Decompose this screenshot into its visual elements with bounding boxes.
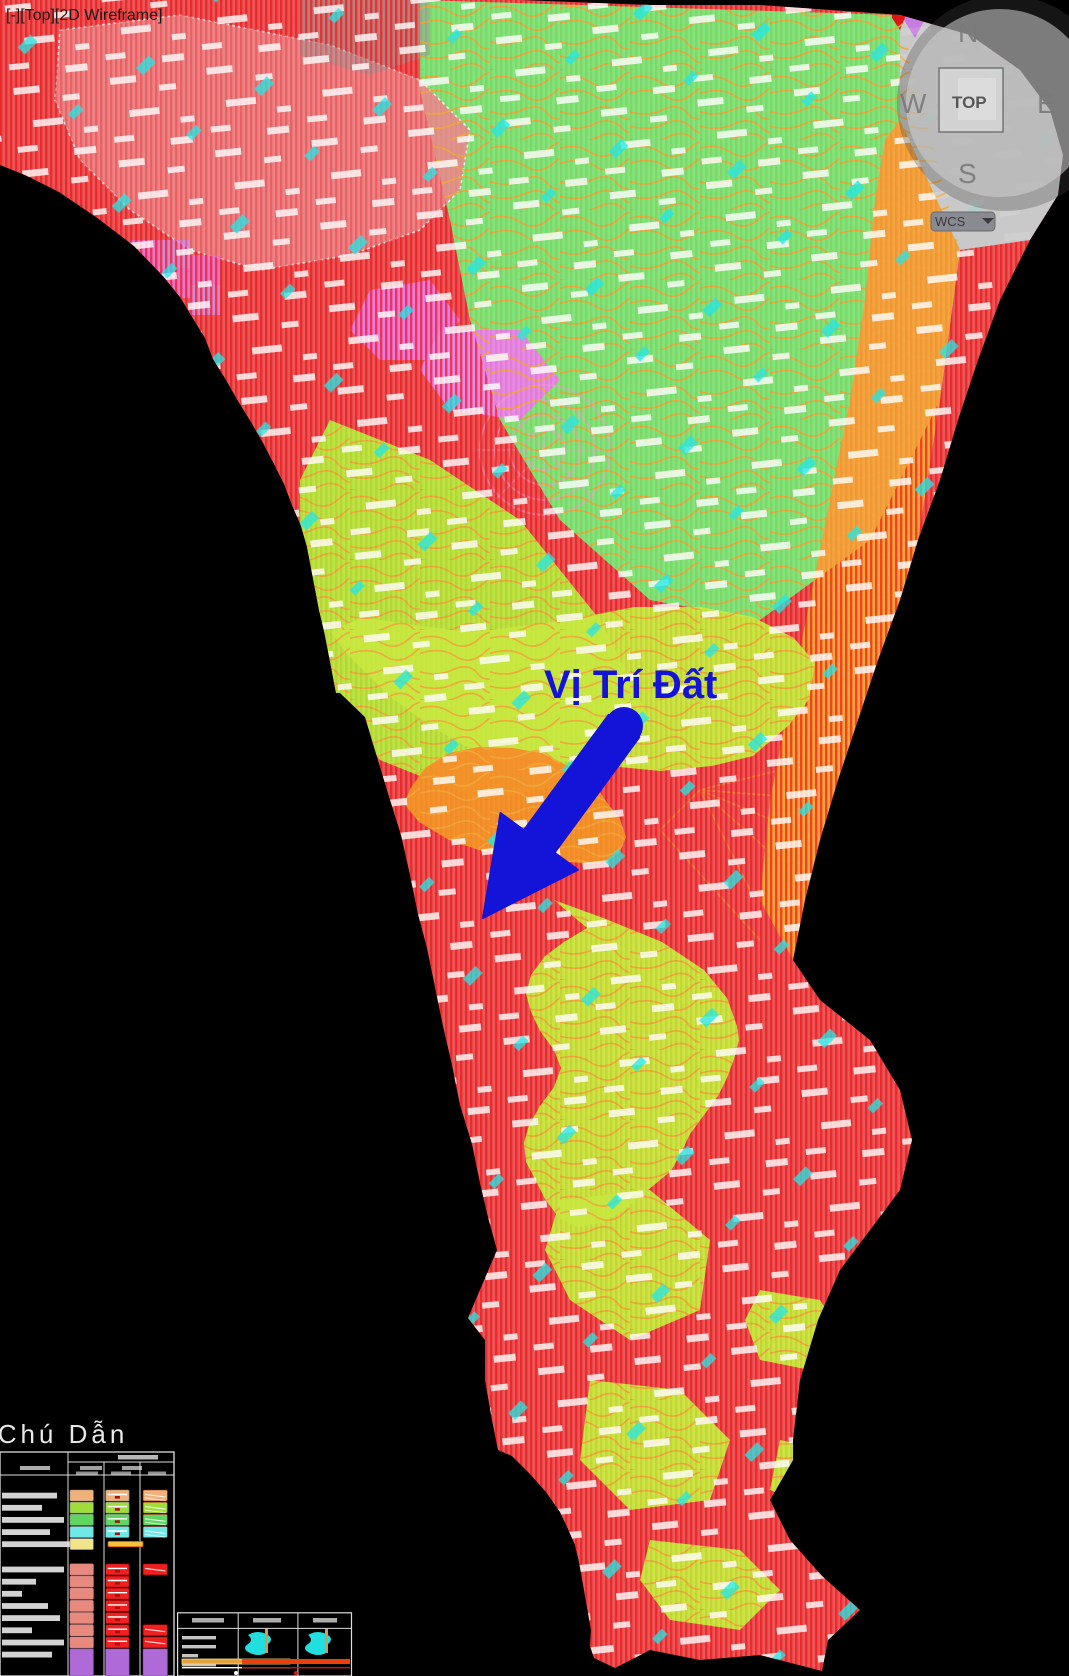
svg-text:N: N <box>958 17 978 48</box>
svg-text:TOP: TOP <box>952 93 987 112</box>
svg-text:S: S <box>958 158 977 189</box>
svg-text:[-][Top][2D Wireframe]: [-][Top][2D Wireframe] <box>6 7 162 24</box>
svg-text:E: E <box>1037 88 1056 119</box>
svg-text:Vị Trí Đất: Vị Trí Đất <box>544 663 717 707</box>
svg-text:Chú Dẫn: Chú Dẫn <box>0 1419 128 1449</box>
svg-text:WCS: WCS <box>935 214 966 229</box>
svg-text:W: W <box>900 88 927 119</box>
